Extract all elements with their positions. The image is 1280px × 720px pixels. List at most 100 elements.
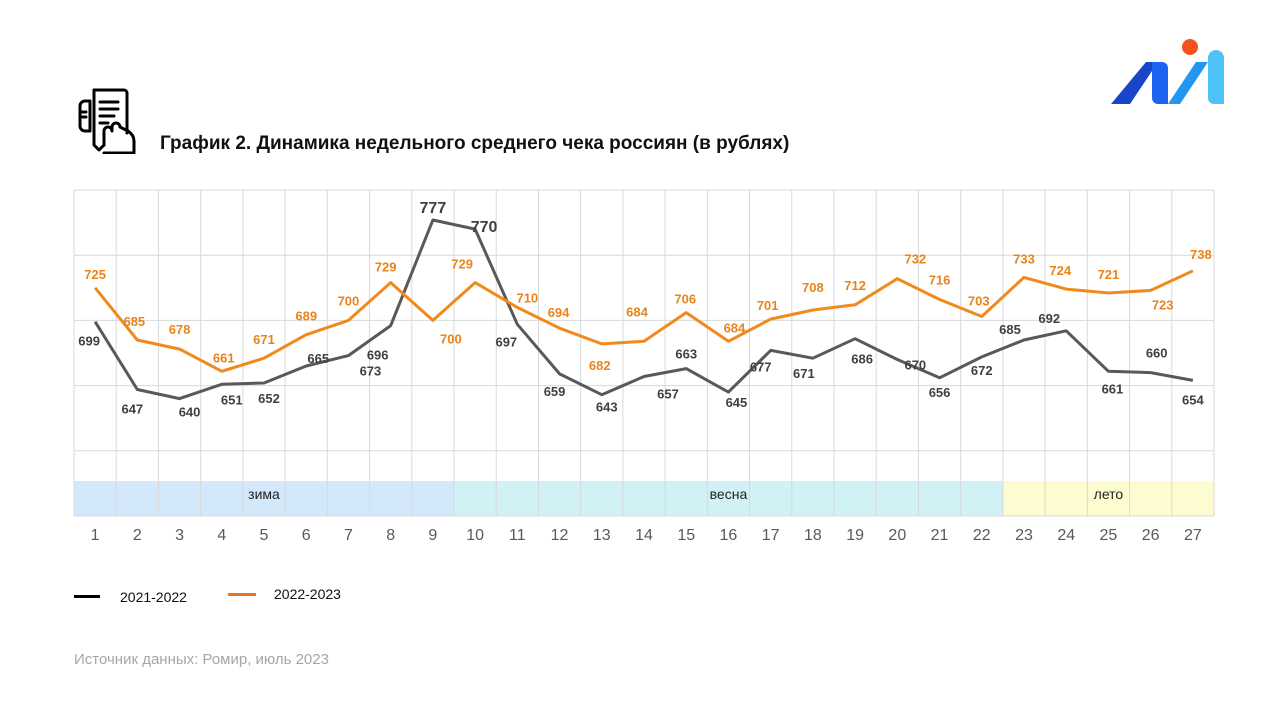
x-tick-label: 6 bbox=[302, 527, 311, 544]
data-label: 721 bbox=[1098, 267, 1120, 282]
data-label: 689 bbox=[295, 309, 317, 324]
legend-swatch bbox=[74, 595, 100, 598]
data-label: 640 bbox=[179, 405, 201, 420]
x-tick-label: 2 bbox=[133, 527, 142, 544]
x-tick-label: 20 bbox=[888, 527, 906, 544]
data-label: 670 bbox=[904, 358, 926, 373]
x-tick-label: 27 bbox=[1184, 527, 1202, 544]
x-tick-label: 26 bbox=[1142, 527, 1160, 544]
data-label: 708 bbox=[802, 280, 824, 295]
data-label: 732 bbox=[904, 252, 926, 267]
data-label: 699 bbox=[78, 334, 100, 349]
x-tick-label: 15 bbox=[677, 527, 695, 544]
data-label: 678 bbox=[169, 322, 191, 337]
data-label: 700 bbox=[338, 293, 360, 308]
data-label: 724 bbox=[1049, 263, 1071, 278]
x-tick-label: 22 bbox=[973, 527, 991, 544]
data-label: 660 bbox=[1146, 346, 1168, 361]
data-label: 777 bbox=[420, 200, 447, 217]
chart-title: График 2. Динамика недельного среднего ч… bbox=[160, 133, 790, 154]
data-label: 738 bbox=[1190, 247, 1212, 262]
x-tick-label: 14 bbox=[635, 527, 653, 544]
x-tick-label: 4 bbox=[217, 527, 226, 544]
legend-label: 2022-2023 bbox=[274, 586, 341, 602]
data-label: 684 bbox=[626, 304, 648, 319]
x-tick-label: 5 bbox=[260, 527, 269, 544]
data-label: 696 bbox=[367, 348, 389, 363]
x-tick-label: 13 bbox=[593, 527, 611, 544]
data-label: 684 bbox=[724, 320, 746, 335]
data-label: 659 bbox=[544, 384, 566, 399]
x-tick-label: 7 bbox=[344, 527, 353, 544]
data-label: 716 bbox=[929, 273, 951, 288]
data-label: 671 bbox=[793, 366, 815, 381]
data-label: 700 bbox=[440, 331, 462, 346]
x-axis-ticks: 1 2 3 4 5 6 7 8 9 10 11 12 13 14 15 16 17 18 19 20 21 22 23 24 2… bbox=[91, 527, 1202, 544]
romir-logo-icon bbox=[1108, 36, 1228, 108]
data-label: 665 bbox=[307, 351, 329, 366]
data-label: 692 bbox=[1038, 311, 1060, 326]
data-label: 651 bbox=[221, 392, 243, 407]
data-label: 733 bbox=[1013, 251, 1035, 266]
data-label: 647 bbox=[121, 402, 143, 417]
data-label: 712 bbox=[844, 278, 866, 293]
x-tick-label: 25 bbox=[1100, 527, 1118, 544]
legend-label: 2021-2022 bbox=[120, 589, 187, 605]
data-label: 661 bbox=[1102, 381, 1124, 396]
data-label: 652 bbox=[258, 391, 280, 406]
x-tick-label: 21 bbox=[931, 527, 949, 544]
data-label: 673 bbox=[360, 364, 382, 379]
data-label: 685 bbox=[123, 314, 145, 329]
legend-swatch bbox=[228, 593, 256, 596]
data-label: 672 bbox=[971, 363, 993, 378]
x-tick-label: 23 bbox=[1015, 527, 1033, 544]
x-tick-label: 12 bbox=[551, 527, 569, 544]
data-label: 770 bbox=[471, 219, 498, 236]
data-label: 656 bbox=[929, 385, 951, 400]
x-tick-label: 3 bbox=[175, 527, 184, 544]
data-label: 671 bbox=[253, 332, 275, 347]
legend-item-2021-2022: 2021-2022 bbox=[74, 586, 187, 605]
data-label: 694 bbox=[548, 305, 570, 320]
receipt-in-hand-icon bbox=[72, 82, 140, 155]
data-label: 710 bbox=[516, 290, 538, 305]
data-label: 657 bbox=[657, 386, 679, 401]
season-label: весна bbox=[710, 486, 748, 502]
data-label: 645 bbox=[726, 395, 748, 410]
x-tick-label: 18 bbox=[804, 527, 822, 544]
series-line-2022-2023 bbox=[93, 269, 1194, 373]
legend-item-2022-2023: 2022-2023 bbox=[228, 586, 341, 602]
x-tick-label: 24 bbox=[1057, 527, 1075, 544]
season-band-2 bbox=[1002, 481, 1214, 516]
data-label: 663 bbox=[675, 347, 697, 362]
x-tick-label: 8 bbox=[386, 527, 395, 544]
x-tick-label: 17 bbox=[762, 527, 780, 544]
season-band-1 bbox=[454, 481, 1003, 516]
data-label: 686 bbox=[851, 352, 873, 367]
season-band-0 bbox=[74, 481, 454, 516]
x-tick-label: 9 bbox=[428, 527, 437, 544]
x-tick-label: 1 bbox=[91, 527, 100, 544]
data-label: 677 bbox=[750, 359, 772, 374]
data-label: 723 bbox=[1152, 297, 1174, 312]
grid bbox=[73, 189, 1215, 517]
data-label: 703 bbox=[968, 293, 990, 308]
x-tick-label: 16 bbox=[720, 527, 738, 544]
data-label: 725 bbox=[84, 267, 106, 282]
data-label: 729 bbox=[451, 257, 473, 272]
data-label: 697 bbox=[495, 334, 517, 349]
x-tick-label: 10 bbox=[466, 527, 484, 544]
season-bands: зима весна лето bbox=[74, 481, 1214, 516]
data-label: 654 bbox=[1182, 392, 1204, 407]
data-label: 685 bbox=[999, 322, 1021, 337]
data-label: 729 bbox=[375, 260, 397, 275]
source-note: Источник данных: Ромир, июль 2023 bbox=[74, 651, 329, 668]
data-label: 706 bbox=[674, 292, 696, 307]
data-label: 701 bbox=[757, 298, 779, 313]
season-label: зима bbox=[248, 486, 280, 502]
x-tick-label: 11 bbox=[509, 527, 526, 544]
data-label: 643 bbox=[596, 400, 618, 415]
series bbox=[93, 218, 1194, 401]
